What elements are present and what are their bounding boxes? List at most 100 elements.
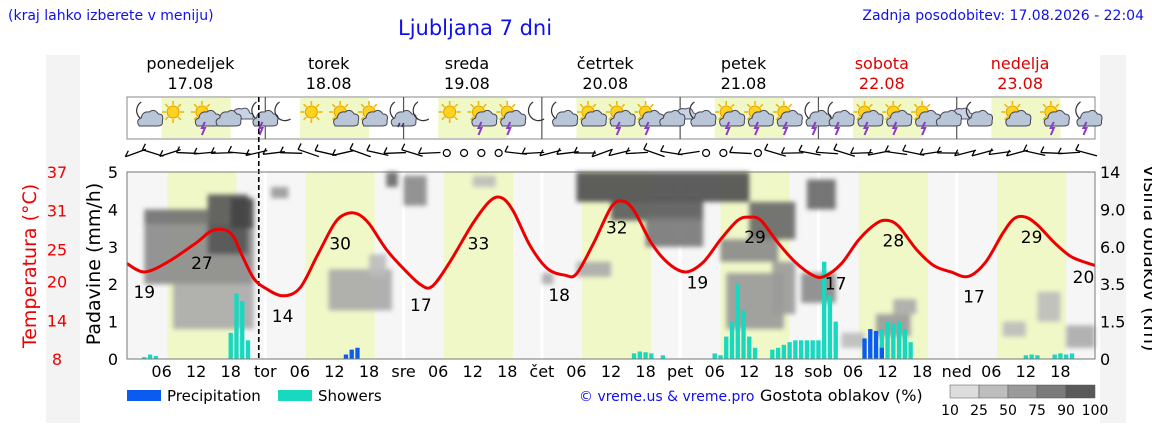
x-tick-label: tor [254,362,277,381]
lightning-bolt [862,121,870,136]
day-date: 19.08 [444,74,490,93]
precipitation-bar [349,349,354,359]
x-tick-label: 18 [774,362,794,381]
sun-ray [608,103,613,108]
wind-barb-feather [1040,146,1045,153]
wind-barb [677,150,700,156]
temperature-label: 32 [606,218,628,238]
wind-barb-feather [919,148,924,155]
wind-barb [297,148,320,158]
cloud-density-level-label: 10 [941,403,959,419]
sun-ray [856,116,861,121]
sun-ray [177,103,182,108]
wind-barb-feather [573,146,578,154]
cloud-cover-patch [806,179,836,210]
sun-ray [498,116,503,121]
sun-ray [441,116,446,121]
cloud-shape [215,109,242,127]
cloud-shape [552,109,579,127]
wind-barb-feather [833,143,838,151]
showers-bar [781,344,787,359]
showers-bar [631,353,637,359]
precip-tick-label: 4 [108,200,118,219]
wind-barb-feather [141,143,146,151]
sun-ray [454,116,459,121]
x-tick-label: 06 [151,362,171,381]
sun-ray [637,103,642,108]
precipitation-legend-label: Precipitation [167,387,261,405]
sun-storm-icon [853,101,884,136]
temperature-label: 33 [468,235,490,255]
cloud-cover-patch [1037,291,1061,322]
moon-cloud-icon [136,101,164,127]
cloud-shape [1043,109,1070,127]
lightning-bolt [200,121,207,136]
sun-cloud-icon [358,101,388,127]
sun-ray [331,116,336,121]
wind-barb-feather [556,148,561,155]
cloud-cover-patch [403,175,427,206]
wind-barb [591,148,613,158]
sun-ray [1016,103,1021,108]
showers-bar [234,293,239,359]
showers-bar [1035,355,1040,359]
wind-barb [366,149,389,157]
showers-bar [142,357,147,359]
sun-ray [315,116,320,121]
cloud-shape [333,109,360,127]
showers-swatch [278,390,312,401]
cloud-cover-patch [1002,321,1026,337]
wind-barb [383,151,406,155]
cloud-density-swatch [949,384,980,399]
sun-ray [746,116,751,121]
cloud-shape [776,109,803,127]
x-tick-label: 18 [1050,362,1070,381]
wind-barb [1058,151,1081,155]
cloud-density-legend-title: Gostota oblakov (%) [760,386,923,405]
sun-disc [166,105,180,119]
cloud-height-tick-label: 3.5 [1100,275,1125,294]
wind-barb [954,149,977,157]
cloud-cover-patch [893,299,917,315]
sun-ray [441,103,446,108]
cloud-shape [966,109,993,127]
wind-barb-feather [504,145,509,153]
day-date: 21.08 [721,74,767,93]
sun-ray [373,103,378,108]
day-date: 17.08 [167,74,213,93]
showers-bar [896,321,902,359]
last-update: Zadnja posodobitev: 17.08.2026 - 22:04 [862,8,1144,24]
sun-ray [164,116,169,121]
rain-drop [397,122,401,128]
cloud-shape [857,109,884,127]
x-tick-label: 18 [359,362,379,381]
wind-barb-feather [1006,149,1011,157]
cloud-shape [471,109,498,127]
sun-ray [717,103,722,108]
sun-cloud-icon [329,101,360,127]
showers-bar [1029,354,1034,359]
precipitation-bar [343,354,349,359]
wind-barb-feather [729,146,734,153]
cloud-cover-patch [1066,325,1095,348]
sun-ray [470,103,475,108]
x-tick-label: 18 [497,362,517,381]
x-tick-label: 12 [739,362,759,381]
showers-bar [637,351,642,359]
x-tick-label: 18 [221,362,241,381]
precipitation-bar [868,329,873,359]
wind-barb [245,149,268,157]
sun-storm-icon [605,101,636,136]
lightning-bolt [834,121,841,136]
calm-circle [477,148,486,158]
sun-cloud-storm-icon [190,101,221,136]
cloud-shape [500,109,527,127]
cloud-density-swatch [1036,384,1067,399]
x-tick-label: 12 [601,362,621,381]
x-tick-label: 06 [981,362,1001,381]
day-date: 18.08 [306,74,352,93]
wind-barb [643,148,665,158]
x-tick-label: 06 [428,362,448,381]
sun-ray [331,103,336,108]
cloud-cover-patch [576,172,750,202]
